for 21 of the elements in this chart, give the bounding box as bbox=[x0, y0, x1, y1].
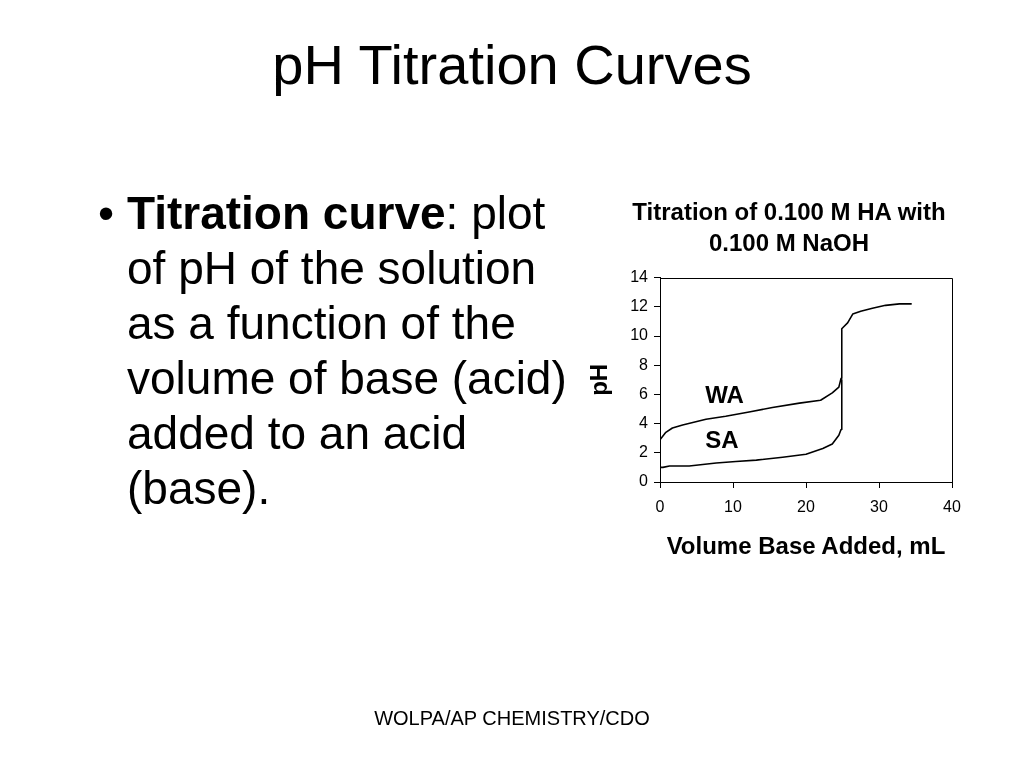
chart-title: pH Titration Curves bbox=[271, 32, 753, 98]
y-tick-label: 6 bbox=[639, 384, 649, 402]
x-tick-label: 0 bbox=[655, 498, 665, 516]
y-tick-label: 0 bbox=[639, 472, 649, 490]
y-tick-label: 8 bbox=[639, 355, 649, 373]
series-label: WA bbox=[705, 381, 744, 409]
y-axis-title: pH bbox=[585, 363, 613, 396]
y-tick-label: 2 bbox=[639, 443, 649, 461]
x-tick-label: 10 bbox=[724, 498, 742, 516]
x-tick-label: 40 bbox=[943, 498, 961, 516]
series-label: SA bbox=[705, 426, 739, 454]
x-tick-label: 20 bbox=[797, 498, 815, 516]
y-tick-label: 4 bbox=[639, 414, 649, 432]
chart-subtitle: Titration of 0.100 M HA with 0.100 M NaOH bbox=[631, 197, 947, 258]
y-tick-label: 10 bbox=[630, 326, 649, 344]
y-tick-label: 14 bbox=[630, 268, 649, 286]
y-tick-label: 12 bbox=[630, 297, 649, 315]
text: WOLPA/AP CHEMISTRY/CDO bbox=[373, 706, 651, 730]
x-tick-label: 30 bbox=[870, 498, 888, 516]
x-axis-title: Volume Base Added, mL bbox=[666, 532, 946, 560]
text: • Titration curve: plot of pH of the solution as a function of the volume of base (acid) added to an acid (base). bbox=[98, 186, 568, 516]
